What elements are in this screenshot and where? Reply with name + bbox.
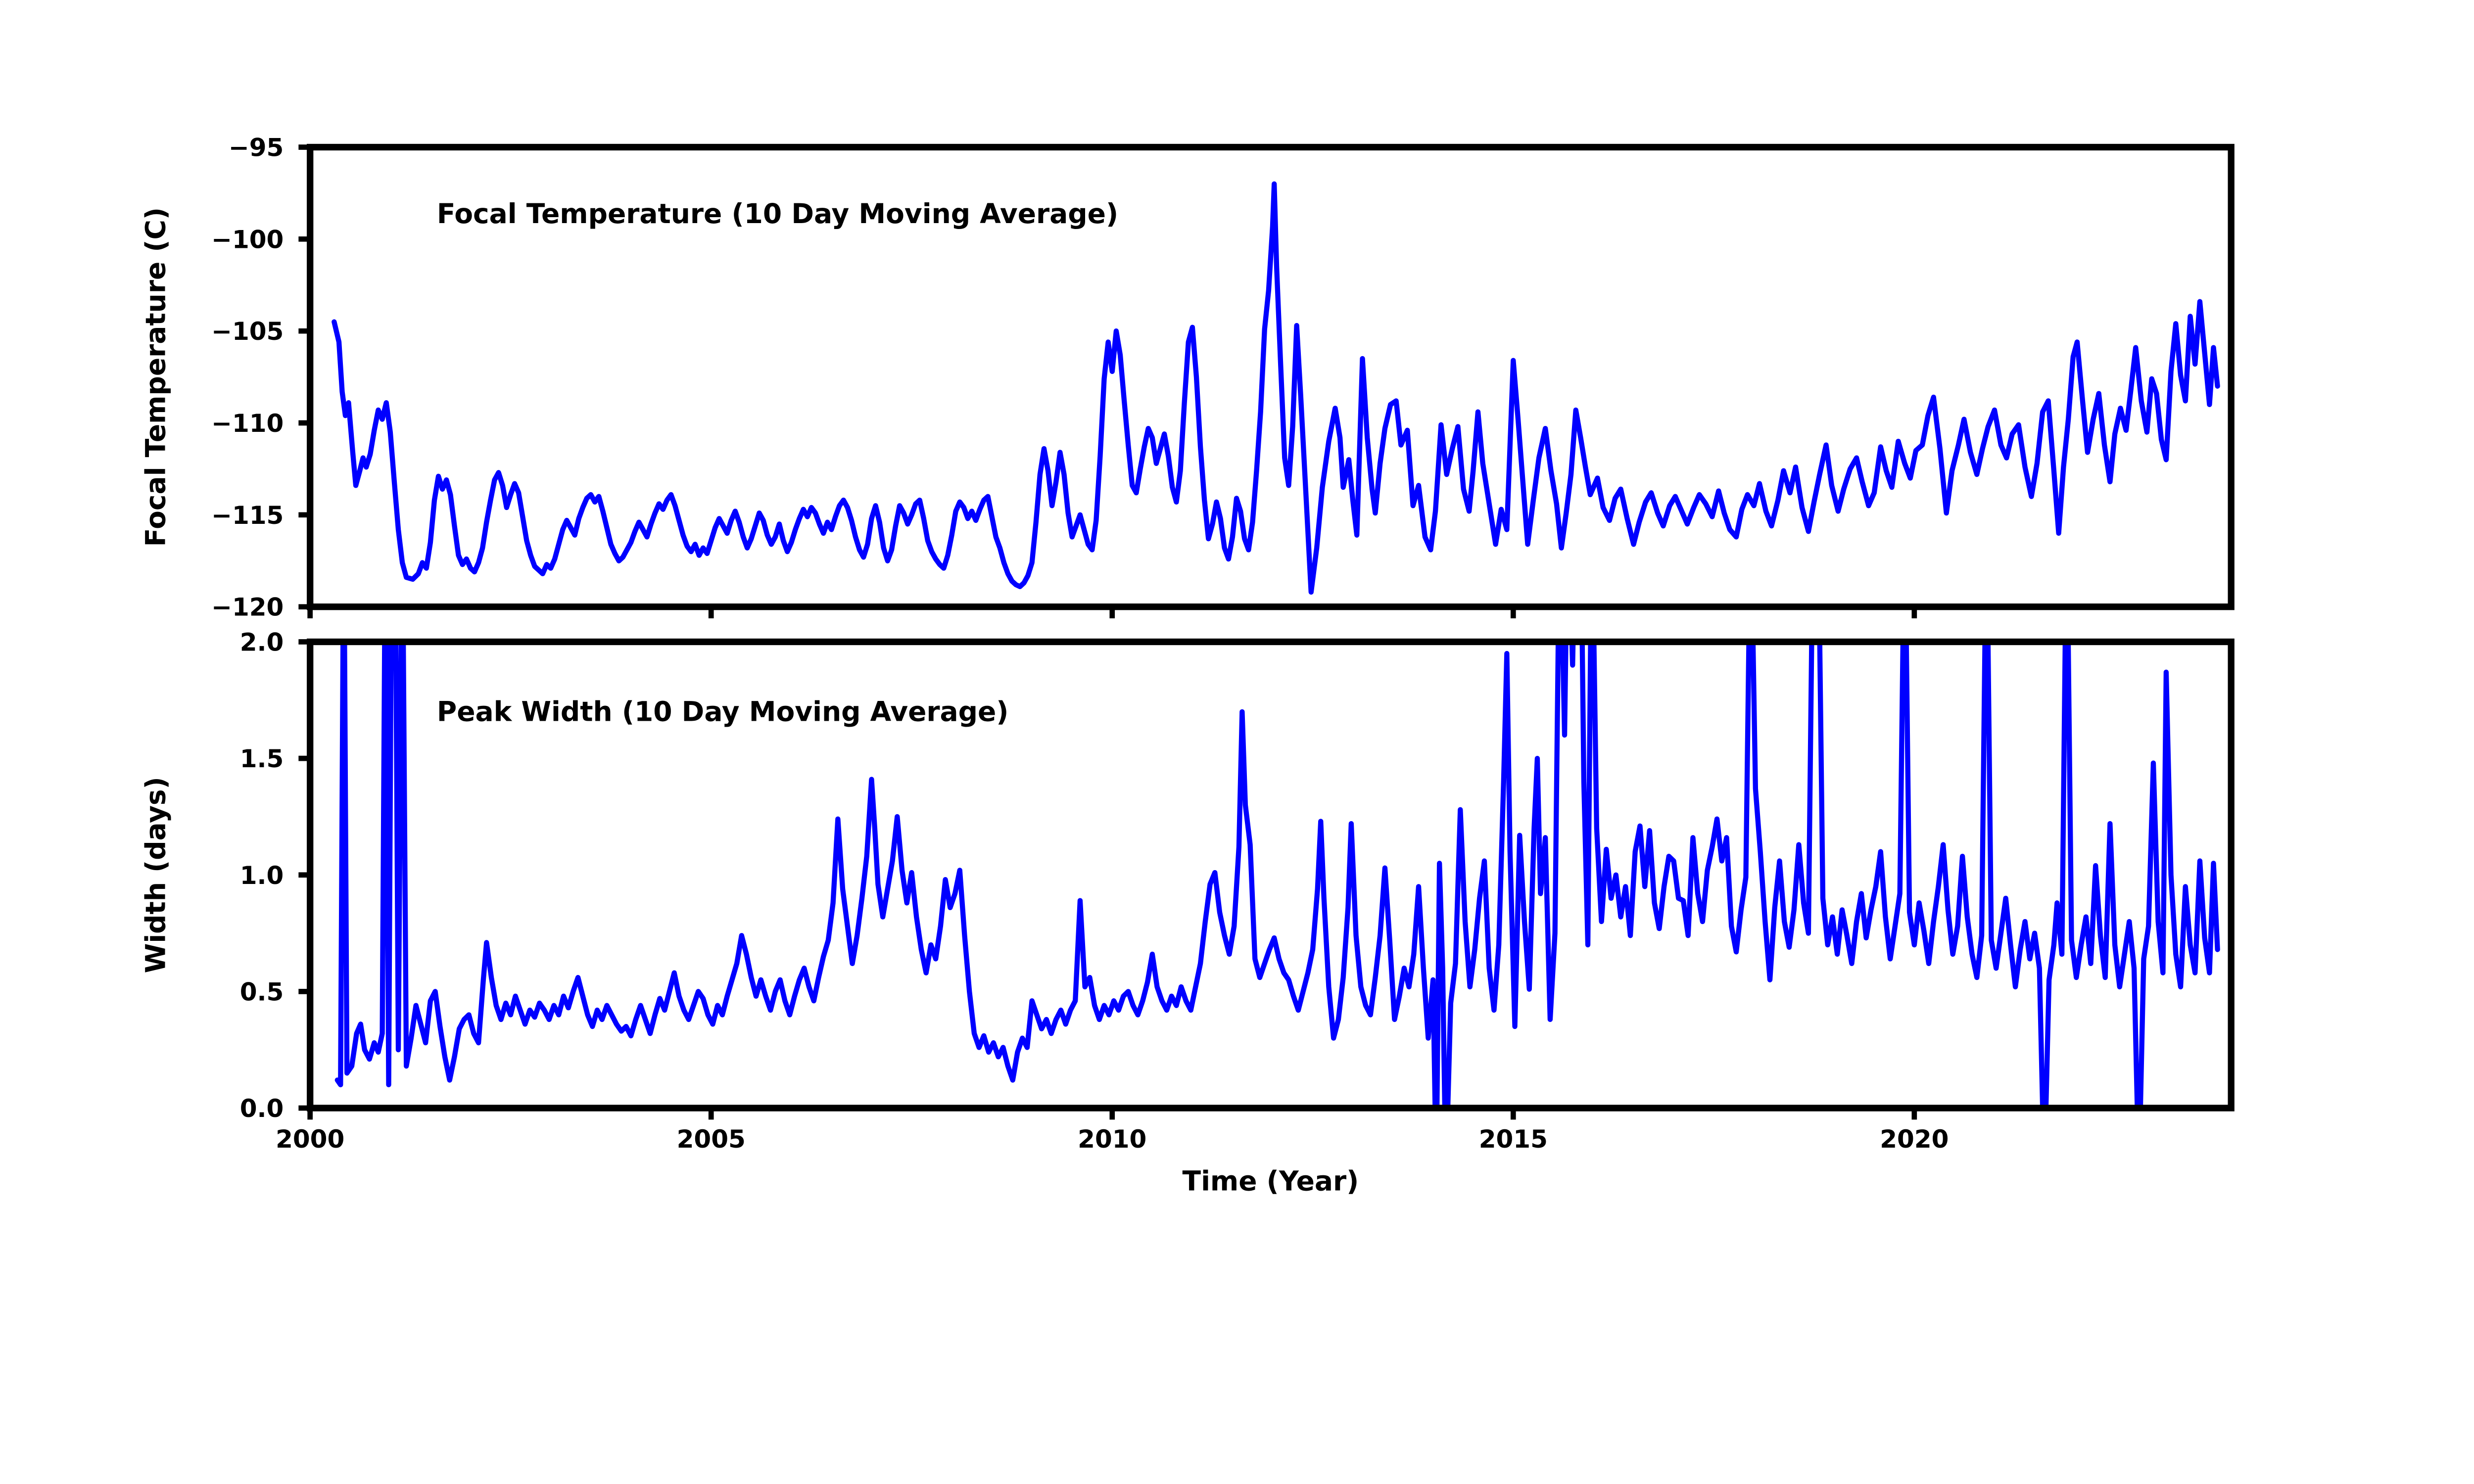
y-tick-label: −115 (211, 501, 284, 530)
y-tick-label: 0.0 (240, 1094, 284, 1123)
y-tick-label: −100 (211, 225, 284, 254)
top-panel: −95 −100 −105 −110 −115 −120 Focal Temperature… (140, 134, 2235, 622)
bottom-panel-title: Peak Width (10 Day Moving Average) (437, 696, 1009, 728)
bottom-y-axis-label: Width (days) (140, 777, 171, 973)
y-tick-label: −120 (211, 593, 284, 622)
top-panel-title: Focal Temperature (10 Day Moving Average… (437, 198, 1118, 230)
y-tick-label: −105 (211, 317, 284, 346)
y-tick-label: −110 (211, 409, 284, 438)
x-tick-label: 2000 (276, 1125, 344, 1154)
x-tick-label: 2020 (1880, 1125, 1949, 1154)
x-tick-label: 2015 (1479, 1125, 1548, 1154)
figure: −95 −100 −105 −110 −115 −120 Focal Temperature… (140, 133, 2235, 1197)
peak_width_days-line (334, 642, 2220, 1108)
y-tick-label: 1.0 (240, 861, 284, 890)
chart-canvas: −95 −100 −105 −110 −115 −120 Focal Temperature… (140, 133, 2235, 1197)
y-tick-label: −95 (229, 134, 284, 162)
y-tick-label: 2.0 (240, 628, 284, 657)
axes-frame (307, 143, 2235, 610)
x-tick-label: 2005 (677, 1125, 746, 1154)
y-tick-label: 0.5 (240, 977, 284, 1006)
y-tick-label: 1.5 (240, 744, 284, 773)
x-axis-label: Time (Year) (1183, 1165, 1359, 1197)
x-tick-label: 2010 (1078, 1125, 1146, 1154)
focal_temperature_c-line (332, 181, 2220, 595)
top-y-axis-label: Focal Temperature (C) (140, 207, 171, 547)
